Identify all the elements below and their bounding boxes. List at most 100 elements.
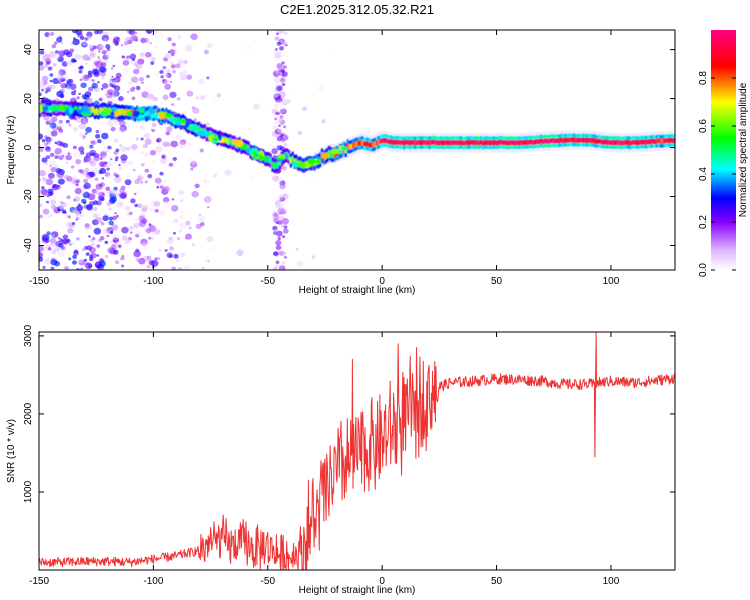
- ridge-cell: [373, 141, 377, 147]
- ridge-cell: [390, 138, 393, 145]
- ridge-cell: [513, 140, 516, 146]
- noise-speckle: [84, 223, 92, 231]
- ridge-cell: [123, 109, 126, 116]
- noise-speckle: [51, 183, 59, 191]
- ridge-blob: [59, 105, 64, 112]
- noise-speckle: [274, 36, 280, 41]
- ridge-cell: [555, 138, 558, 144]
- ridge-cell: [500, 139, 503, 145]
- noise-speckle: [139, 52, 145, 58]
- noise-speckle: [87, 98, 93, 103]
- ridge-cell: [470, 139, 474, 146]
- ridge-cell: [602, 139, 605, 145]
- noise-speckle: [274, 49, 279, 54]
- noise-speckle: [46, 124, 53, 130]
- noise-speckle: [100, 222, 105, 226]
- ridge-blob: [231, 139, 239, 145]
- noise-speckle: [102, 155, 108, 161]
- noise-speckle: [90, 140, 96, 145]
- ridge-cell: [463, 140, 466, 146]
- ridge-cell: [643, 139, 646, 145]
- noise-speckle: [69, 206, 76, 213]
- noise-speckle: [281, 235, 286, 239]
- noise-speckle: [163, 57, 169, 62]
- noise-speckle: [141, 151, 144, 154]
- noise-speckle: [66, 238, 71, 243]
- noise-speckle: [75, 53, 82, 60]
- noise-speckle: [73, 196, 81, 203]
- noise-speckle: [146, 264, 151, 269]
- noise-speckle: [101, 177, 105, 180]
- noise-speckle: [140, 163, 145, 167]
- noise-speckle: [106, 234, 110, 238]
- noise-speckle: [199, 95, 206, 100]
- noise-speckle: [281, 139, 285, 142]
- noise-speckle: [92, 219, 99, 226]
- ridge-blob: [73, 109, 78, 116]
- colorbar-label: Normalized spectral amplitude: [738, 82, 749, 217]
- ridge-cell: [655, 138, 658, 144]
- ridge-cell: [624, 139, 627, 146]
- noise-speckle: [145, 228, 152, 234]
- noise-speckle: [113, 138, 119, 143]
- noise-speckle: [284, 43, 288, 47]
- noise-speckle: [171, 266, 176, 270]
- noise-speckle: [198, 218, 203, 222]
- noise-speckle: [164, 52, 172, 60]
- y-tick-label: 0: [23, 144, 34, 150]
- noise-speckle: [110, 126, 116, 132]
- colorbar-tick-label: 0.6: [698, 119, 709, 133]
- noise-speckle: [57, 208, 60, 212]
- ridge-cell: [615, 139, 618, 146]
- ridge-cell: [613, 140, 616, 146]
- noise-speckle: [98, 214, 102, 218]
- noise-speckle: [206, 179, 212, 185]
- noise-speckle: [69, 48, 75, 53]
- noise-speckle: [274, 202, 281, 209]
- noise-speckle: [180, 62, 188, 69]
- noise-speckle: [327, 50, 334, 57]
- noise-speckle: [275, 69, 280, 74]
- noise-speckle: [54, 141, 58, 144]
- ridge-blob: [138, 113, 146, 118]
- noise-speckle: [277, 207, 285, 214]
- noise-speckle: [274, 53, 282, 60]
- noise-speckle: [119, 144, 123, 147]
- noise-speckle: [137, 174, 145, 181]
- ridge-cell: [474, 139, 477, 146]
- ridge-blob: [246, 148, 251, 153]
- noise-speckle: [73, 198, 77, 202]
- noise-speckle: [118, 163, 121, 167]
- ridge-blob: [211, 137, 220, 142]
- ridge-cell: [423, 139, 426, 145]
- noise-speckle: [309, 181, 314, 185]
- noise-speckle: [166, 80, 170, 83]
- noise-speckle: [91, 242, 97, 248]
- ridge-cell: [198, 125, 201, 132]
- noise-speckle: [138, 77, 144, 82]
- noise-speckle: [141, 81, 144, 84]
- noise-speckle: [213, 173, 218, 178]
- noise-speckle: [75, 179, 81, 184]
- noise-speckle: [114, 260, 120, 265]
- noise-speckle: [79, 214, 83, 217]
- ridge-cell: [591, 137, 594, 144]
- noise-speckle: [68, 123, 72, 127]
- noise-speckle: [58, 35, 62, 38]
- noise-speckle: [158, 249, 162, 252]
- noise-speckle: [138, 215, 146, 222]
- noise-speckle: [128, 81, 133, 85]
- noise-speckle: [48, 119, 54, 124]
- noise-speckle: [274, 200, 280, 205]
- noise-speckle: [283, 31, 288, 36]
- ridge-cell: [430, 139, 433, 146]
- noise-speckle: [77, 32, 83, 38]
- noise-speckle: [206, 122, 211, 127]
- spectrogram-ridge: [39, 99, 675, 173]
- ridge-cell: [432, 139, 435, 145]
- noise-speckle: [282, 93, 289, 100]
- noise-speckle: [84, 167, 89, 172]
- noise-speckle: [150, 260, 159, 267]
- noise-speckle: [180, 48, 184, 52]
